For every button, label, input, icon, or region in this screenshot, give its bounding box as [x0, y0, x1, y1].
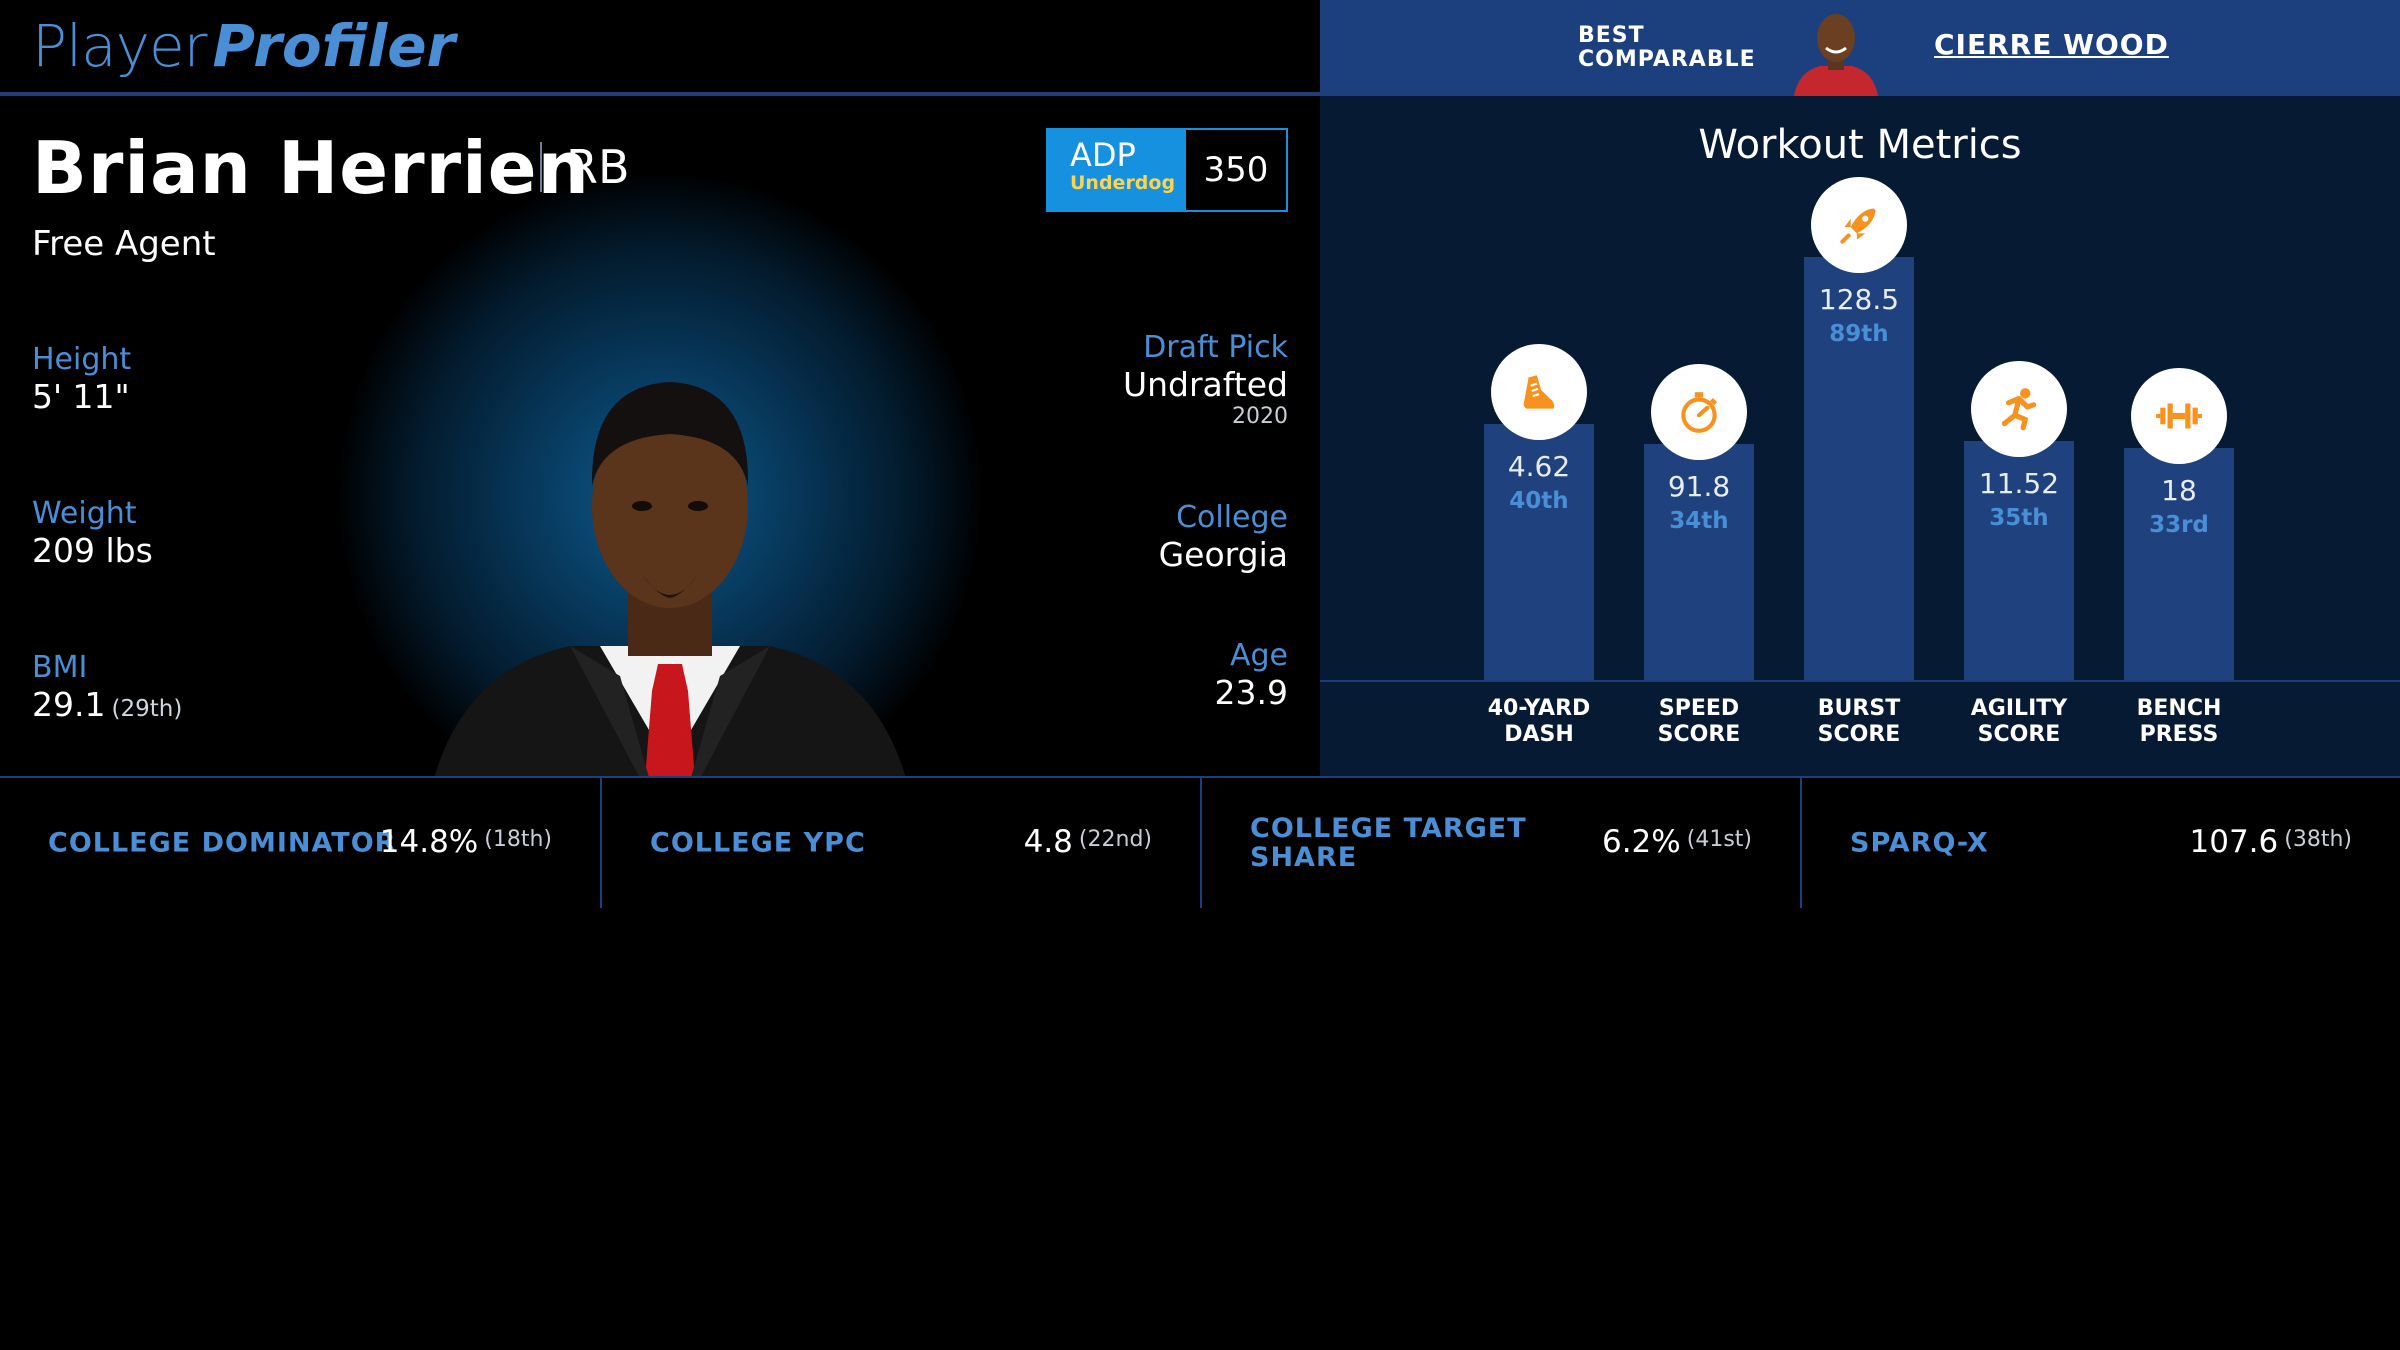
workout-label: AGILITY SCORE [1970, 696, 2068, 747]
player-photo [434, 382, 906, 776]
workout-rank: 34th [1669, 508, 1729, 534]
college-stat-rank: (22nd) [1078, 827, 1152, 852]
college-stat-value: 4.8 (22nd) [1023, 824, 1152, 860]
name-divider [540, 142, 542, 192]
workout-metrics-title: Workout Metrics [1698, 122, 2022, 168]
college-stat-value: 107.6 (38th) [2189, 824, 2352, 860]
shoe-icon [1491, 344, 1587, 440]
workout-rank: 40th [1509, 488, 1569, 514]
adp-value: 350 [1203, 150, 1269, 190]
college-stat-label: COLLEGE DOMINATOR [48, 827, 397, 859]
adp-title: ADP [1070, 136, 1136, 174]
workout-label: BENCH PRESS [2136, 696, 2222, 747]
draft-year: 2020 [1232, 404, 1288, 429]
workout-bar[interactable]: 128.5 89th [1804, 257, 1914, 680]
college-stats-strip: COLLEGE DOMINATOR 14.8% (18th) COLLEGE YPC 4… [0, 776, 2400, 908]
player-profile-panel: Brian Herrien RB Free Agent ADP Underdog… [0, 96, 1320, 776]
adp-badge[interactable]: ADP Underdog 350 [1046, 128, 1288, 212]
player-team: Free Agent [32, 224, 216, 264]
workout-bar[interactable]: 91.8 34th [1644, 444, 1754, 680]
workout-label: SPEED SCORE [1657, 696, 1741, 747]
college-stat: College Georgia [1158, 500, 1288, 574]
bmi-rank: (29th) [111, 696, 183, 722]
college-stat-rank: (41st) [1686, 827, 1752, 852]
adp-source: Underdog [1070, 172, 1176, 194]
college-stat-rank: (18th) [484, 827, 552, 852]
college-stat-label: COLLEGE YPC [650, 827, 866, 859]
workout-bar[interactable]: 11.52 35th [1964, 441, 2074, 680]
player-position: RB [566, 140, 630, 194]
workout-label: BURST SCORE [1817, 696, 1901, 747]
runner-icon [1971, 361, 2067, 457]
college-stat-value: 6.2% (41st) [1601, 824, 1752, 860]
site-header: Player Profiler [0, 0, 1320, 96]
workout-value: 128.5 [1818, 283, 1900, 316]
college-stat-cell: COLLEGE YPC 4.8 (22nd) [600, 778, 1200, 908]
workout-rank: 35th [1989, 505, 2049, 531]
college-stat-value: 14.8% (18th) [379, 824, 552, 860]
height-stat: Height 5' 11" [32, 342, 132, 416]
workout-rank: 89th [1829, 321, 1889, 347]
workout-value: 4.62 [1507, 450, 1571, 483]
workout-metrics-panel: Workout Metrics 4.62 40th 40-YARD DASH 91.8 3… [1320, 96, 2400, 776]
college-stat-rank: (38th) [2284, 827, 2352, 852]
comparable-player-photo [1794, 14, 1878, 96]
workout-value: 11.52 [1978, 467, 2060, 500]
college-stat-label: SPARQ-X [1850, 827, 1989, 859]
workout-value: 18 [2161, 474, 2197, 507]
workout-bar[interactable]: 18 33rd [2124, 448, 2234, 680]
college-stat-cell: COLLEGE DOMINATOR 14.8% (18th) [0, 778, 600, 908]
stopwatch-icon [1651, 364, 1747, 460]
workout-value: 91.8 [1667, 470, 1731, 503]
workout-bar[interactable]: 4.62 40th [1484, 424, 1594, 680]
dumbbell-icon [2131, 368, 2227, 464]
player-name: Brian Herrien [32, 126, 590, 210]
workout-rank: 33rd [2149, 512, 2209, 538]
workout-label: 40-YARD DASH [1487, 696, 1591, 747]
college-stat-cell: COLLEGE TARGET SHARE 6.2% (41st) [1200, 778, 1800, 908]
site-logo[interactable]: Player Profiler [32, 12, 456, 80]
best-comparable-label: BEST COMPARABLE [1578, 23, 1756, 72]
weight-stat: Weight 209 lbs [32, 496, 153, 570]
chart-baseline [1320, 680, 2400, 682]
college-stat-cell: SPARQ-X 107.6 (38th) [1800, 778, 2400, 908]
rocket-icon [1811, 177, 1907, 273]
best-comparable-bar: BEST COMPARABLE CIERRE WOOD [1320, 0, 2400, 96]
draft-pick-stat: Draft Pick Undrafted 2020 [1122, 330, 1288, 429]
college-stat-label: COLLEGE TARGET SHARE [1250, 813, 1527, 873]
bmi-stat: BMI 29.1 (29th) [32, 650, 183, 724]
comparable-player-link[interactable]: CIERRE WOOD [1934, 28, 2169, 61]
age-stat: Age 23.9 [1214, 638, 1288, 712]
